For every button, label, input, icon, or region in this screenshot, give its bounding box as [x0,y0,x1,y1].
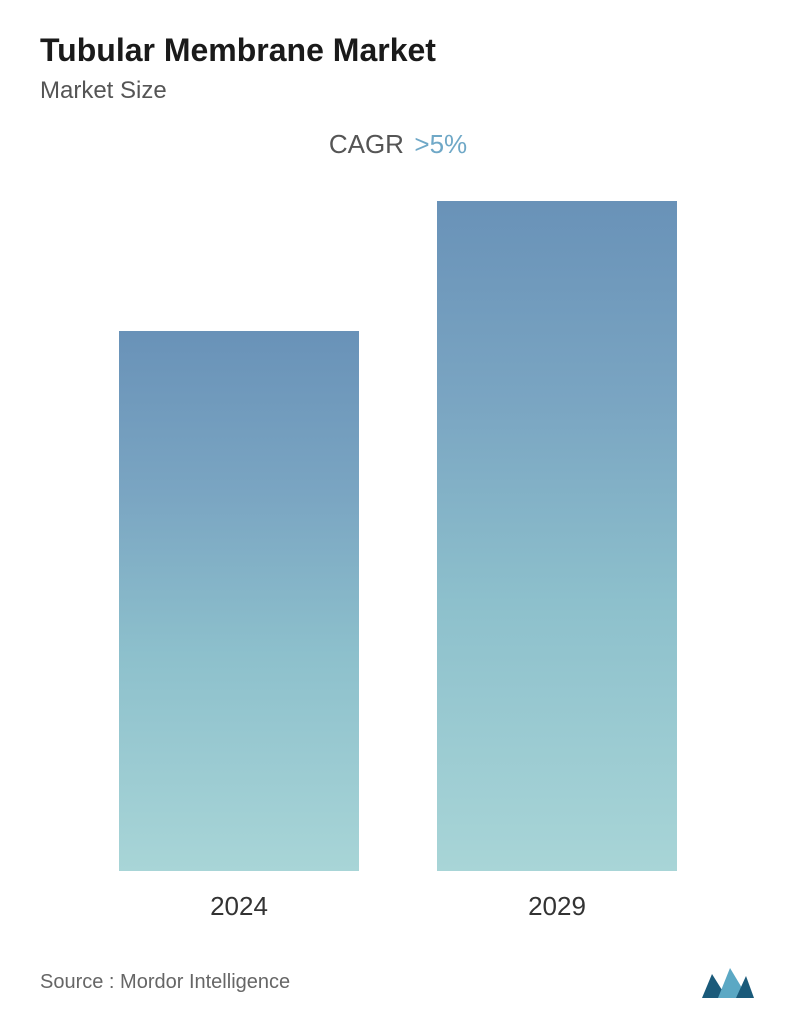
bar-label-2029: 2029 [528,891,586,922]
bar-label-2024: 2024 [210,891,268,922]
chart-title: Tubular Membrane Market [40,32,756,69]
bar-group-0: 2024 [109,331,369,922]
chart-area: 2024 2029 [40,180,756,922]
chart-container: Tubular Membrane Market Market Size CAGR… [0,0,796,1034]
bar-2029 [437,201,677,871]
bar-2024 [119,331,359,871]
cagr-value: >5% [414,129,467,159]
logo-icon [700,962,756,1002]
cagr-container: CAGR >5% [40,129,756,160]
bar-group-1: 2029 [427,201,687,922]
footer: Source : Mordor Intelligence [40,934,756,1002]
cagr-label: CAGR [329,129,404,159]
chart-subtitle: Market Size [40,77,756,105]
source-text: Source : Mordor Intelligence [40,971,290,994]
